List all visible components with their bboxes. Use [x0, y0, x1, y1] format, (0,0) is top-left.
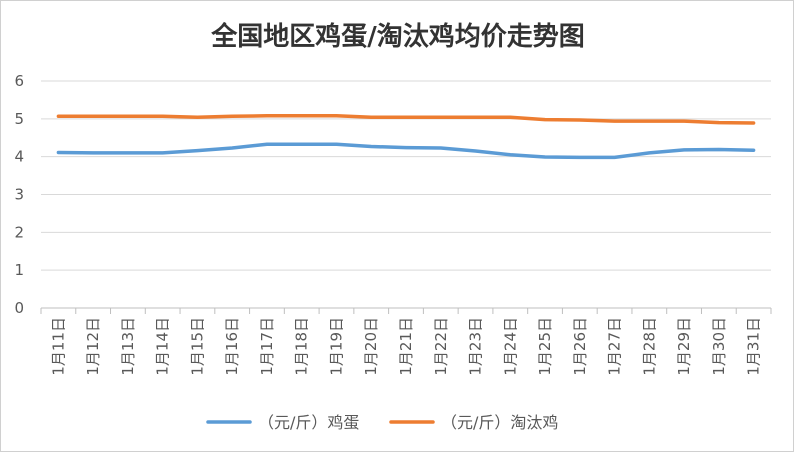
y-tick-label: 5: [14, 110, 24, 128]
x-tick-label: 1月28日: [640, 317, 658, 376]
series-line-1: [56, 114, 756, 125]
series-lines: [56, 114, 756, 160]
y-axis: 0 1 2 3 4 5 6: [14, 72, 24, 317]
x-tick-label: 1月12日: [84, 317, 102, 376]
x-axis: 1月11日 1月12日 1月13日 1月14日 1月15日 1月16日 1月17日 1月18日…: [40, 308, 772, 376]
x-tick-label: 1月13日: [119, 317, 137, 376]
x-tick-label: 1月30日: [710, 317, 728, 376]
legend-label: （元/斤）鸡蛋: [258, 413, 359, 432]
x-tick-label: 1月18日: [293, 317, 311, 376]
y-tick-label: 4: [14, 148, 24, 166]
x-tick-label: 1月23日: [467, 317, 485, 376]
x-tick-label: 1月22日: [432, 317, 450, 376]
x-tick-label: 1月15日: [188, 317, 206, 376]
x-tick-label: 1月25日: [536, 317, 554, 376]
y-tick-label: 1: [14, 261, 24, 279]
legend: （元/斤）鸡蛋 （元/斤）淘汰鸡: [206, 413, 558, 432]
x-tick-label: 1月29日: [675, 317, 693, 376]
y-tick-label: 3: [14, 186, 24, 204]
x-tick-label: 1月16日: [223, 317, 241, 376]
x-tick-label: 1月26日: [571, 317, 589, 376]
y-tick-label: 2: [14, 223, 24, 241]
x-tick-label: 1月17日: [258, 317, 276, 376]
x-tick-label: 1月31日: [745, 317, 763, 376]
x-tick-label: 1月14日: [154, 317, 172, 376]
x-tick-label: 1月21日: [397, 317, 415, 376]
x-tick-label: 1月24日: [501, 317, 519, 376]
x-tick-label: 1月20日: [362, 317, 380, 376]
x-tick-label: 1月11日: [49, 317, 67, 376]
series-line-0: [56, 142, 756, 160]
chart-title: 全国地区鸡蛋/淘汰鸡均价走势图: [210, 21, 585, 52]
x-tick-label: 1月19日: [327, 317, 345, 376]
legend-label: （元/斤）淘汰鸡: [441, 413, 558, 432]
y-tick-label: 0: [14, 299, 24, 317]
x-tick-label: 1月27日: [606, 317, 624, 376]
y-tick-label: 6: [14, 72, 24, 90]
